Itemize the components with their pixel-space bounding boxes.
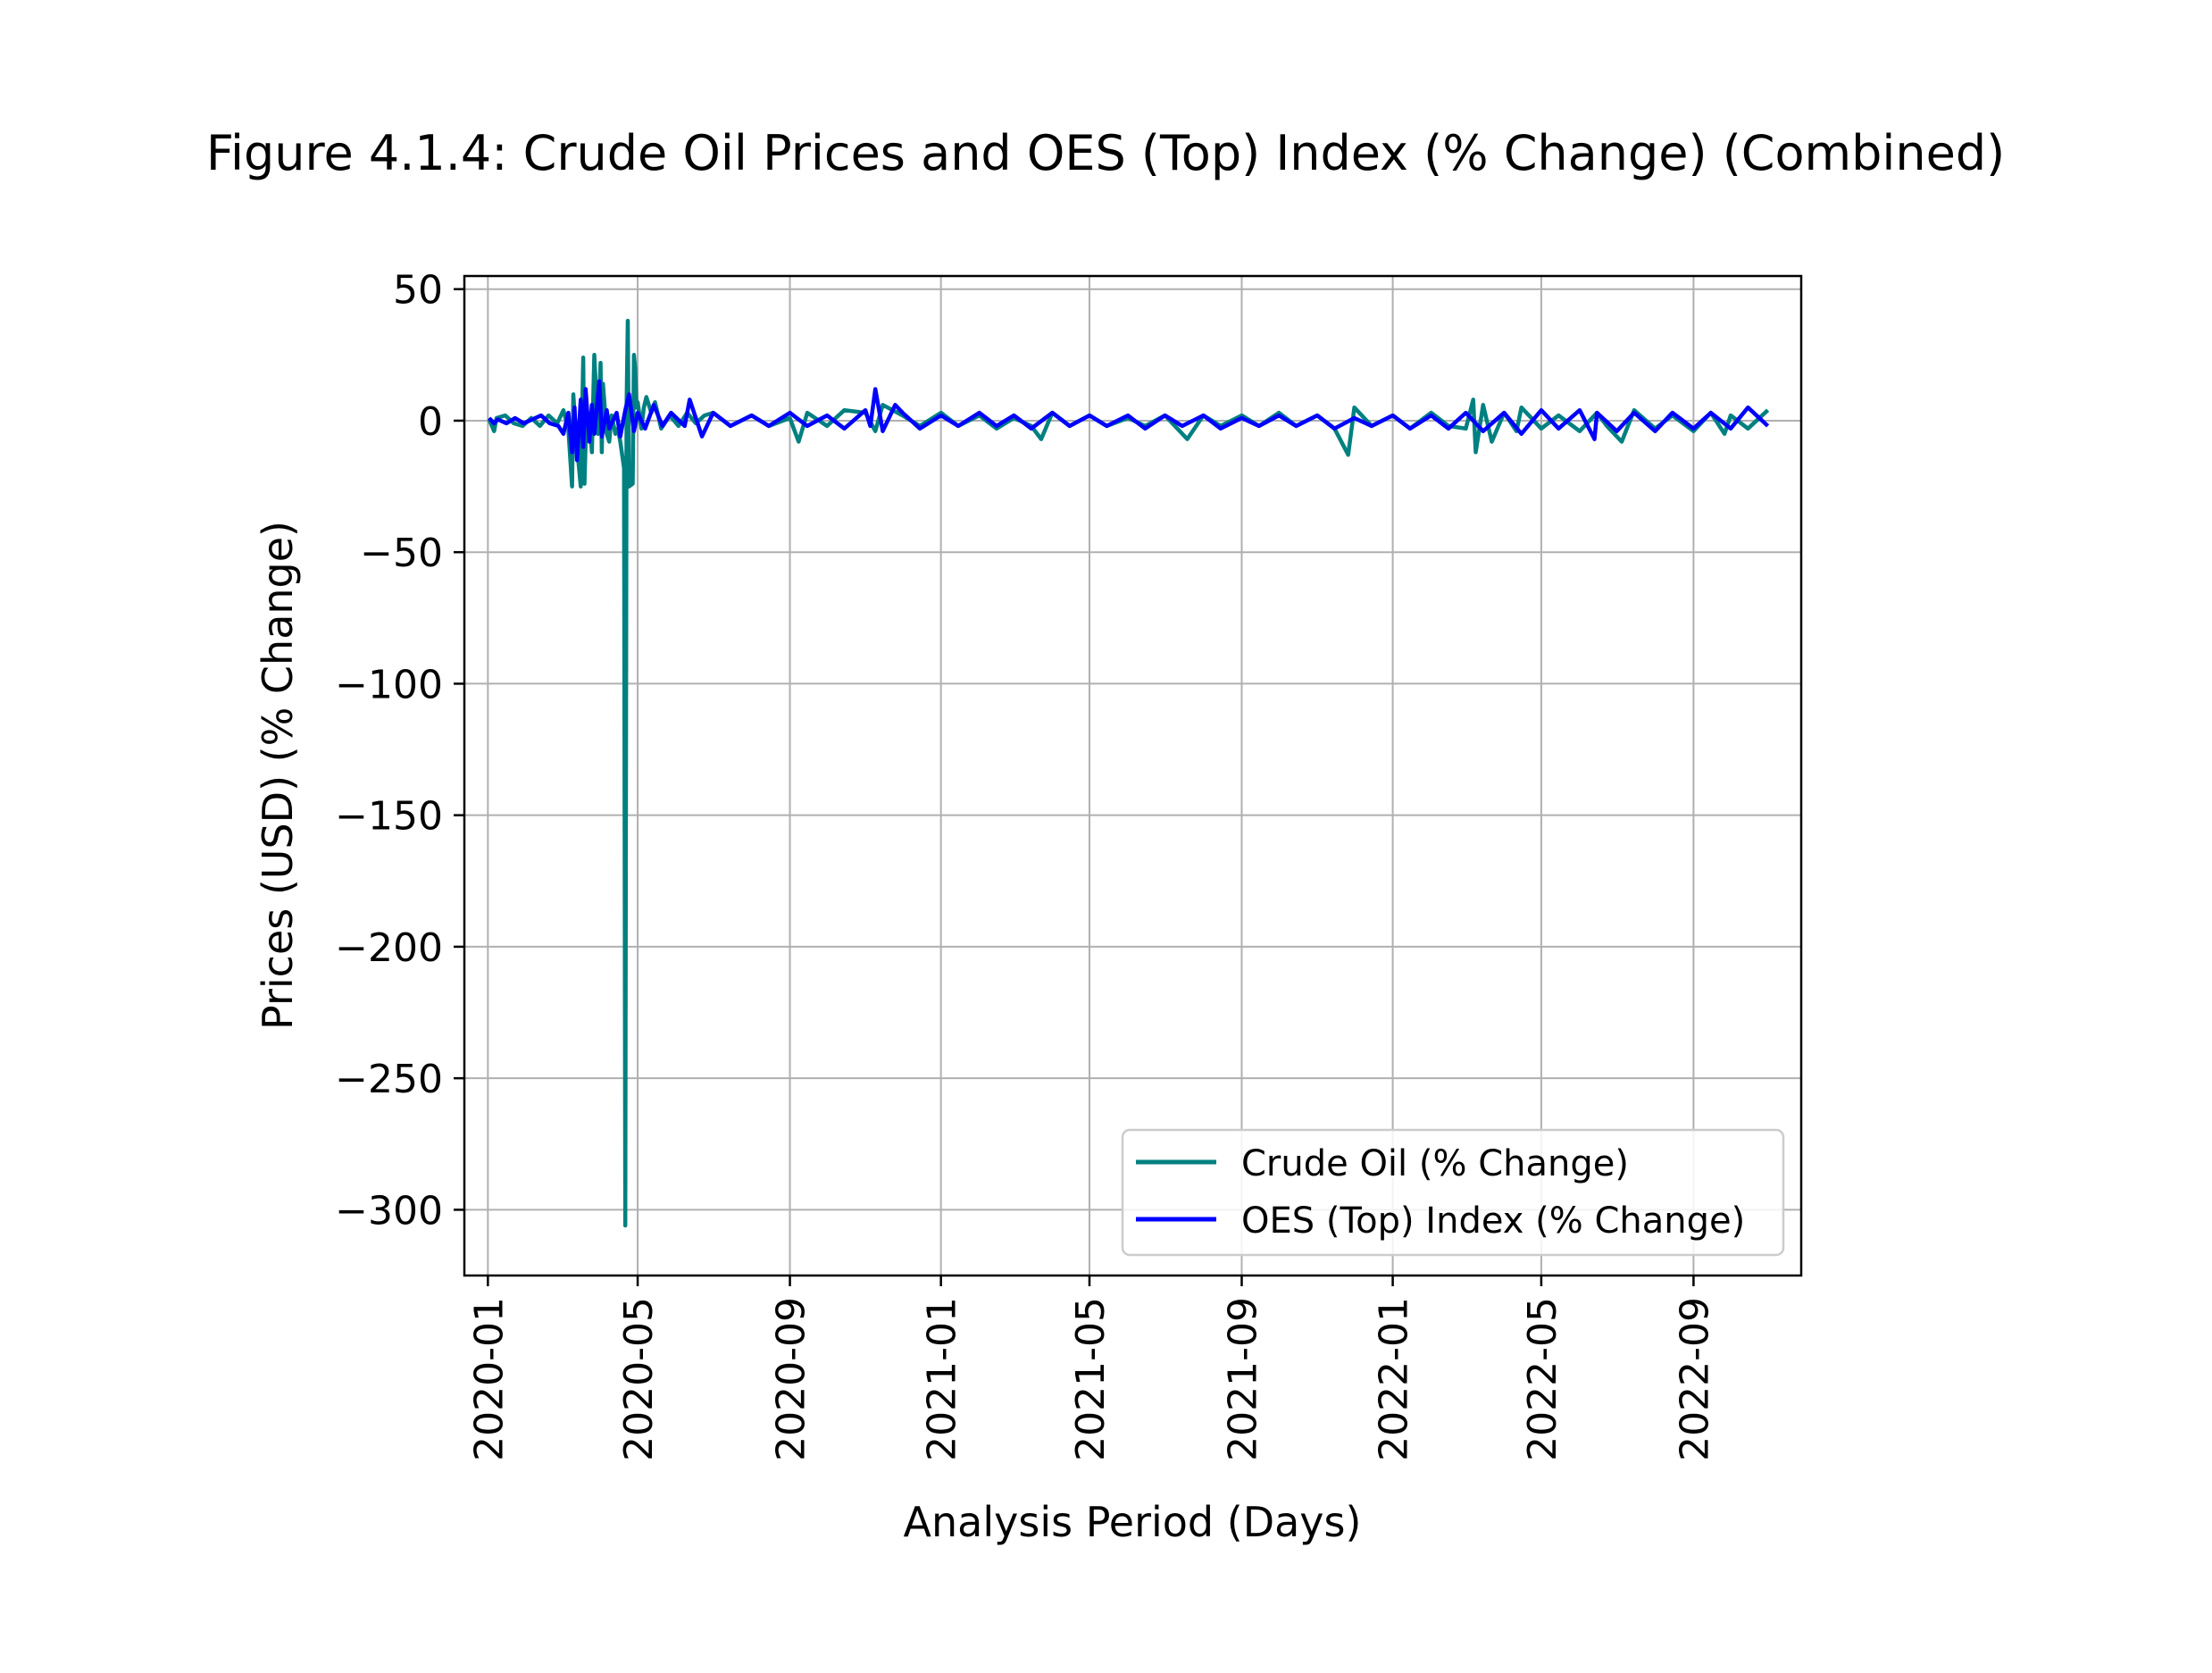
legend: Crude Oil (% Change) OES (Top) Index (% …	[1121, 1128, 1785, 1257]
legend-label-crude-oil: Crude Oil (% Change)	[1241, 1143, 1629, 1184]
x-tick-label: 2020-09	[769, 1297, 814, 1461]
chart-title: Figure 4.1.4: Crude Oil Prices and OES (…	[206, 125, 2005, 181]
y-tick-label: −300	[335, 1188, 443, 1234]
y-tick-label: −100	[335, 662, 443, 707]
y-tick-label: −200	[335, 925, 443, 971]
x-tick-label: 2022-09	[1672, 1297, 1717, 1461]
x-tick-label: 2022-01	[1372, 1297, 1417, 1461]
series-line-oes-index	[488, 379, 1770, 463]
legend-label-oes-index: OES (Top) Index (% Change)	[1241, 1200, 1745, 1242]
y-tick-label: −250	[335, 1057, 443, 1102]
y-tick-label: −150	[335, 794, 443, 840]
x-tick-label: 2021-09	[1220, 1297, 1265, 1461]
plot-area-frame	[463, 274, 1803, 1277]
series-line-crude-oil	[487, 318, 1770, 1228]
x-axis-label: Analysis Period (Days)	[904, 1498, 1362, 1546]
x-tick-label: 2021-01	[920, 1297, 965, 1461]
x-tick-label: 2020-05	[616, 1297, 662, 1461]
series-layer	[487, 318, 1770, 1228]
y-tick-label: −50	[360, 531, 443, 576]
x-tick-label: 2022-05	[1520, 1297, 1565, 1461]
y-tick-label: 50	[393, 268, 443, 314]
y-tick-label: 0	[418, 399, 443, 445]
grid-lines	[464, 276, 1801, 1276]
y-axis: 50 0 −50 −100 −150 −200 −250 −300	[335, 268, 464, 1234]
x-tick-label: 2021-05	[1068, 1297, 1114, 1461]
x-axis: 2020-01 2020-05 2020-09 2021-01 2021-05 2021-…	[466, 1276, 1717, 1461]
legend-box	[1121, 1128, 1785, 1257]
y-axis-label: Prices (USD) (% Change)	[254, 521, 302, 1030]
x-tick-label: 2020-01	[466, 1297, 512, 1461]
